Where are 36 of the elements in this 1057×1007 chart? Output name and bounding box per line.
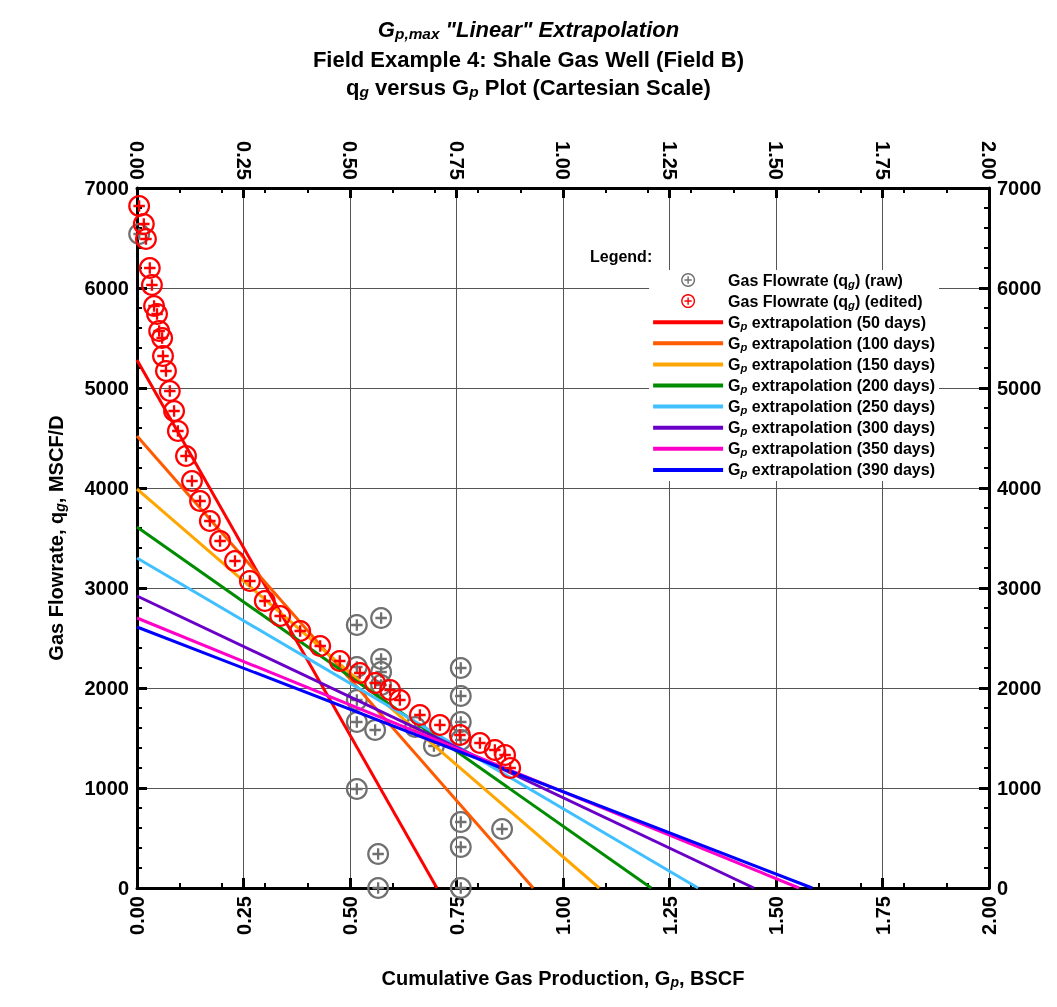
y-tick-label: 0 bbox=[117, 877, 129, 899]
legend-title: Legend: bbox=[590, 247, 653, 265]
y-tick-label: 6000 bbox=[84, 277, 129, 299]
x2-tick-label: 1.50 bbox=[765, 141, 787, 180]
y2-tick-label: 6000 bbox=[997, 277, 1042, 299]
y2-tick-label: 0 bbox=[997, 877, 1009, 899]
x-tick-label: 1.50 bbox=[765, 896, 787, 935]
y2-tick-label: 2000 bbox=[997, 677, 1042, 699]
x-tick-label: 0.50 bbox=[339, 896, 361, 935]
x-tick-label: 1.75 bbox=[871, 896, 894, 935]
x2-tick-label: 0.75 bbox=[445, 141, 468, 180]
y-tick-label: 2000 bbox=[84, 677, 129, 699]
y-axis-title: Gas Flowrate, qg, MSCF/D bbox=[44, 415, 68, 661]
y-tick-label: 3000 bbox=[84, 577, 129, 599]
x2-tick-label: 2.00 bbox=[978, 141, 1000, 180]
x2-tick-label: 0.25 bbox=[232, 141, 255, 180]
x2-tick-label: 1.75 bbox=[871, 141, 894, 180]
y2-tick-label: 1000 bbox=[997, 777, 1042, 799]
x-tick-label: 0.25 bbox=[232, 896, 255, 935]
y-tick-label: 7000 bbox=[84, 177, 129, 199]
y2-tick-label: 5000 bbox=[997, 377, 1042, 399]
y-tick-label: 4000 bbox=[84, 477, 129, 499]
y2-tick-label: 3000 bbox=[997, 577, 1042, 599]
x2-tick-label: 0.50 bbox=[339, 141, 361, 180]
x-tick-label: 2.00 bbox=[978, 896, 1000, 935]
x2-tick-label: 1.25 bbox=[658, 141, 681, 180]
y-tick-label: 1000 bbox=[84, 777, 129, 799]
x2-tick-label: 0.00 bbox=[126, 141, 148, 180]
x-tick-label: 1.00 bbox=[552, 896, 574, 935]
x-tick-label: 0.75 bbox=[445, 896, 468, 935]
x2-tick-label: 1.00 bbox=[552, 141, 574, 180]
y2-tick-label: 7000 bbox=[997, 177, 1042, 199]
x-tick-label: 0.00 bbox=[126, 896, 148, 935]
y-tick-label: 5000 bbox=[84, 377, 129, 399]
x-tick-label: 1.25 bbox=[658, 896, 681, 935]
y2-tick-label: 4000 bbox=[997, 477, 1042, 499]
